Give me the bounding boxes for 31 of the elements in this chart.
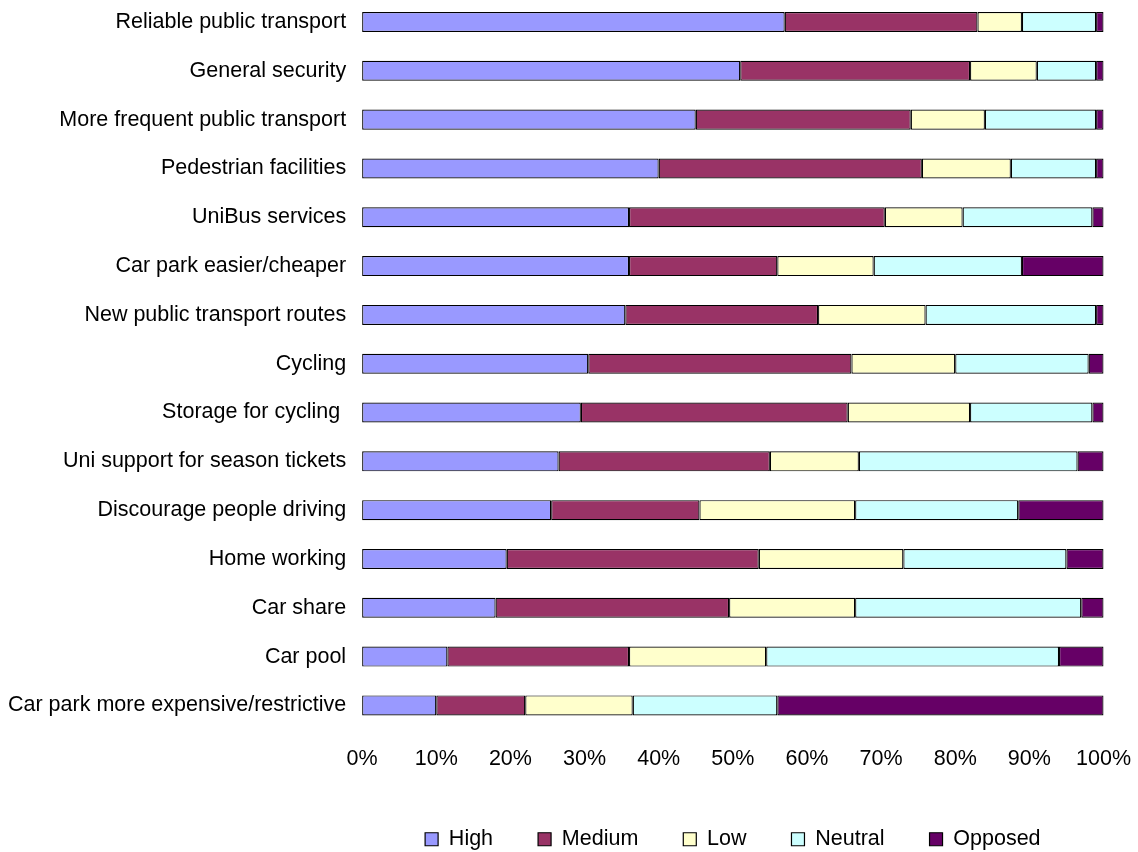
legend-label: Opposed — [953, 826, 1041, 851]
y-tick-label: Car pool — [264, 643, 347, 668]
y-tick-label: Reliable public transport — [115, 8, 347, 33]
y-tick-label: Car park more expensive/restrictive — [7, 692, 347, 717]
x-tick-label: 50% — [711, 746, 755, 771]
x-tick-label: 90% — [1007, 746, 1051, 771]
x-tick-label: 80% — [933, 746, 977, 771]
x-tick-label: 100% — [1076, 746, 1132, 771]
y-tick-label: Uni support for season tickets — [62, 448, 347, 473]
legend-label: High — [448, 826, 494, 851]
y-tick-label: Car share — [251, 594, 347, 619]
x-tick-label: 10% — [414, 746, 458, 771]
y-tick-label: Storage for cycling — [162, 399, 347, 424]
y-tick-label: General security — [189, 57, 347, 82]
y-tick-label: New public transport routes — [84, 301, 347, 326]
y-tick-label: More frequent public transport — [59, 106, 347, 131]
y-tick-label: Car park easier/cheaper — [115, 252, 347, 277]
x-tick-label: 0% — [346, 746, 378, 771]
x-tick-label: 40% — [637, 746, 681, 771]
y-tick-label: Cycling — [275, 350, 347, 375]
y-tick-label: UniBus services — [192, 204, 347, 229]
x-tick-label: 20% — [488, 746, 532, 771]
x-tick-label: 30% — [563, 746, 607, 771]
legend-label: Neutral — [815, 826, 885, 851]
legend-label: Medium — [561, 826, 639, 851]
y-tick-label: Pedestrian facilities — [160, 155, 347, 180]
x-tick-label: 60% — [785, 746, 829, 771]
x-tick-label: 70% — [859, 746, 903, 771]
legend-label: Low — [707, 826, 747, 851]
y-tick-label: Home working — [208, 545, 347, 570]
y-tick-label: Discourage people driving — [97, 497, 347, 522]
